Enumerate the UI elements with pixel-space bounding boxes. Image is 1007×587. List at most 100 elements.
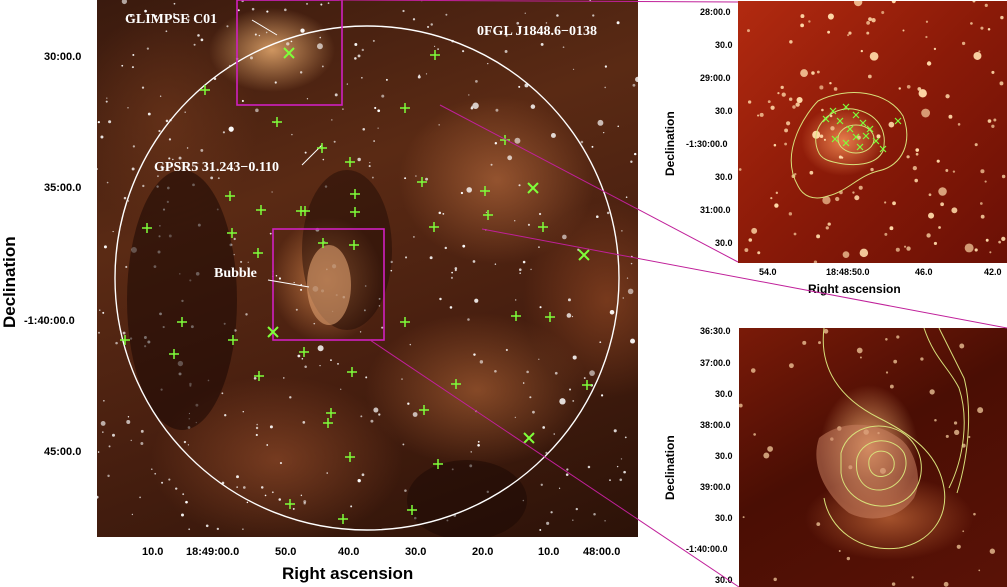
source-plus-marker bbox=[317, 143, 327, 153]
star bbox=[132, 53, 135, 56]
star bbox=[385, 78, 388, 81]
star bbox=[316, 43, 323, 50]
star bbox=[519, 272, 521, 274]
star bbox=[625, 196, 628, 198]
star bbox=[245, 313, 248, 316]
source-plus-marker bbox=[253, 248, 263, 258]
star bbox=[885, 371, 889, 374]
star bbox=[593, 512, 596, 516]
inset-top-y-tick: 31:00.0 bbox=[700, 205, 731, 215]
source-plus-marker bbox=[338, 514, 348, 524]
star bbox=[178, 156, 182, 160]
star bbox=[155, 15, 158, 17]
star bbox=[188, 528, 191, 531]
star bbox=[224, 414, 227, 417]
star bbox=[972, 1, 976, 3]
star bbox=[417, 75, 421, 79]
star bbox=[467, 318, 470, 321]
annotation-bubble: Bubble bbox=[214, 266, 257, 281]
star bbox=[821, 108, 824, 112]
source-x-marker bbox=[527, 182, 539, 194]
star bbox=[454, 269, 457, 272]
star bbox=[425, 177, 429, 181]
star bbox=[933, 47, 937, 51]
star bbox=[538, 358, 540, 361]
star bbox=[103, 245, 107, 249]
star bbox=[241, 99, 244, 103]
star bbox=[105, 100, 108, 103]
star bbox=[402, 9, 405, 13]
star bbox=[415, 175, 417, 177]
star bbox=[621, 230, 623, 232]
star bbox=[884, 232, 888, 236]
annotation-gpsr: GPSR5 31.243−0.110 bbox=[154, 160, 280, 175]
star bbox=[108, 445, 111, 448]
source-x-marker bbox=[831, 135, 839, 143]
star bbox=[777, 92, 780, 95]
star bbox=[97, 495, 99, 499]
star bbox=[565, 473, 569, 476]
source-plus-marker bbox=[285, 499, 295, 509]
star bbox=[361, 48, 365, 52]
star bbox=[744, 248, 749, 252]
star bbox=[991, 70, 995, 74]
star bbox=[131, 66, 134, 69]
star bbox=[991, 124, 995, 128]
source-plus-marker bbox=[120, 335, 130, 345]
star bbox=[260, 486, 264, 489]
star bbox=[989, 251, 992, 254]
star bbox=[449, 306, 453, 309]
star bbox=[381, 94, 385, 98]
star bbox=[197, 34, 200, 37]
x-tick-label: 48:00.0 bbox=[583, 546, 621, 558]
star bbox=[147, 112, 151, 116]
star bbox=[859, 248, 869, 258]
star bbox=[829, 81, 832, 85]
star bbox=[974, 248, 978, 252]
source-plus-marker bbox=[296, 206, 306, 216]
star bbox=[243, 486, 246, 489]
annotation-fermi-source: 0FGL J1848.6−0138 bbox=[477, 24, 597, 39]
contour bbox=[840, 425, 922, 507]
star bbox=[553, 433, 555, 435]
star bbox=[132, 145, 136, 148]
star bbox=[354, 57, 357, 60]
star bbox=[412, 18, 416, 21]
star bbox=[566, 468, 569, 471]
star bbox=[970, 22, 973, 25]
star bbox=[936, 159, 940, 163]
star bbox=[150, 468, 153, 471]
star bbox=[569, 388, 571, 391]
star bbox=[906, 84, 911, 89]
star bbox=[271, 191, 273, 193]
star bbox=[146, 47, 150, 50]
star bbox=[412, 412, 418, 417]
star bbox=[165, 119, 169, 123]
x-tick-label: 30.0 bbox=[405, 546, 427, 558]
star bbox=[475, 80, 478, 83]
star bbox=[127, 107, 129, 109]
inset-bottom-y-axis-title: Declination bbox=[663, 435, 677, 500]
star bbox=[973, 512, 976, 516]
star bbox=[327, 2, 330, 4]
star bbox=[915, 152, 919, 156]
annotation-pointer bbox=[267, 279, 310, 288]
star bbox=[795, 102, 800, 107]
star bbox=[604, 86, 607, 89]
star bbox=[103, 400, 105, 402]
star bbox=[210, 176, 214, 180]
star bbox=[559, 398, 566, 405]
star bbox=[373, 407, 379, 413]
star bbox=[833, 87, 838, 91]
star bbox=[962, 530, 965, 533]
star bbox=[980, 214, 985, 219]
star bbox=[125, 265, 128, 269]
star bbox=[524, 83, 529, 88]
star bbox=[100, 421, 106, 426]
star bbox=[961, 41, 966, 46]
star bbox=[566, 313, 572, 318]
star bbox=[763, 452, 770, 459]
inset-bottom-panel bbox=[739, 328, 1007, 587]
star bbox=[609, 479, 611, 482]
star bbox=[526, 370, 529, 374]
